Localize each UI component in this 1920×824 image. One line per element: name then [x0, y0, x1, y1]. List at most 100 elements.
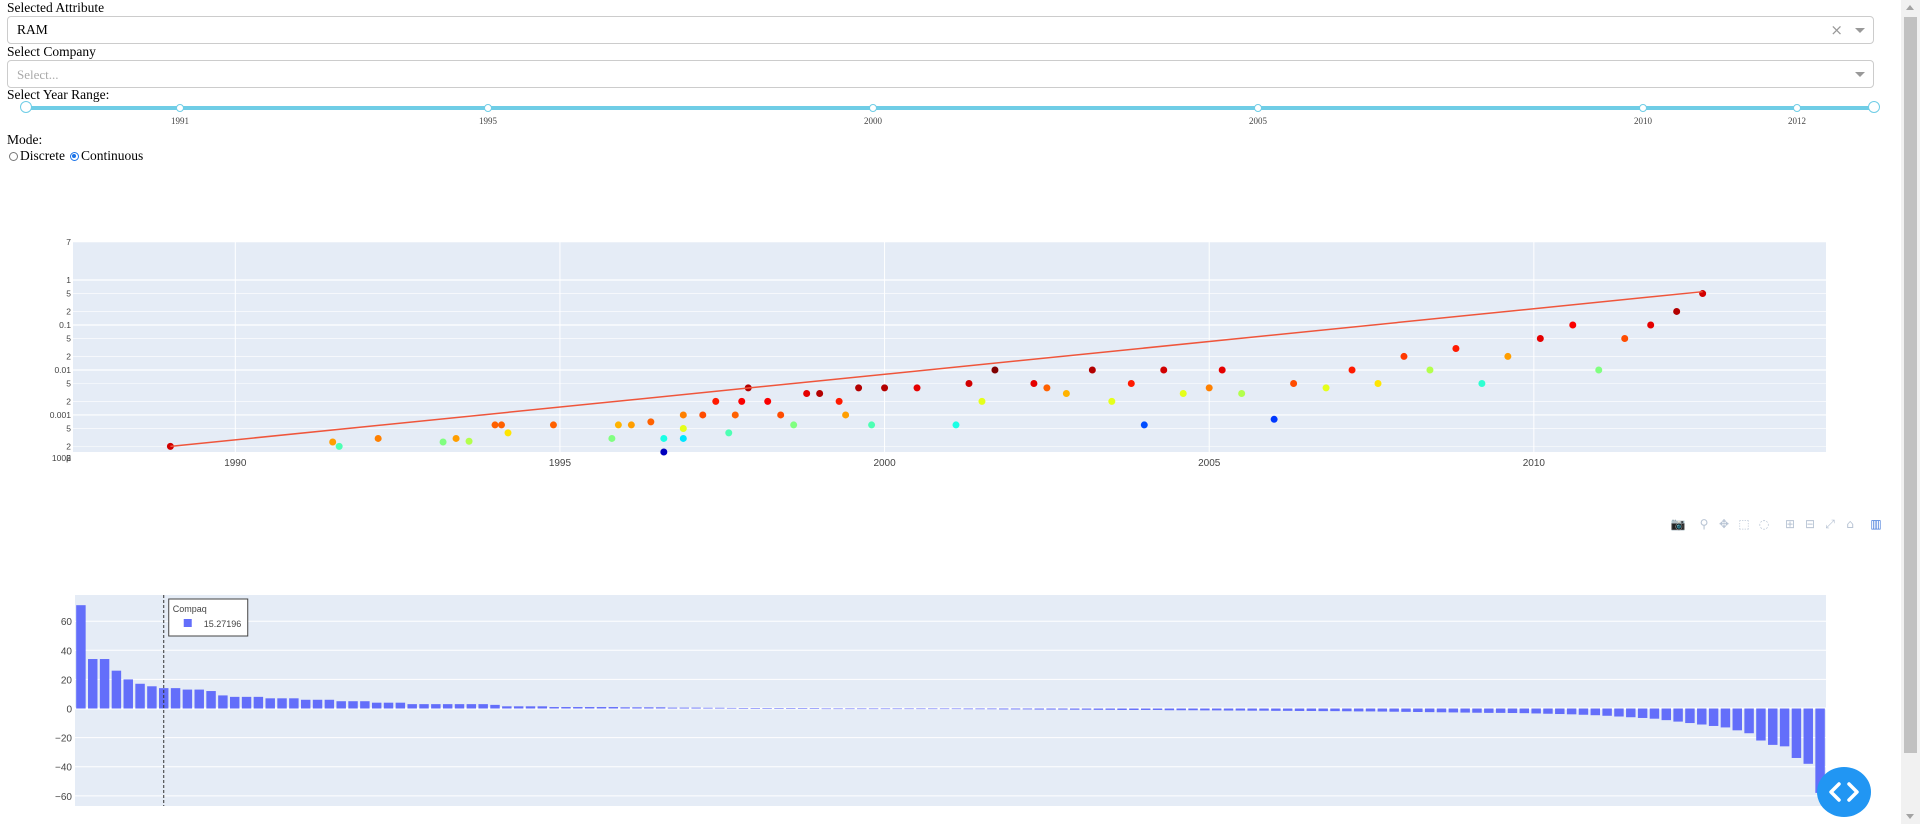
bar[interactable]	[1164, 708, 1175, 711]
attribute-dropdown[interactable]: RAM ×	[7, 16, 1874, 44]
bar[interactable]	[1602, 708, 1612, 716]
company-dropdown[interactable]: Select...	[7, 60, 1874, 88]
bar[interactable]	[608, 707, 619, 709]
scatter-point[interactable]	[1569, 321, 1577, 329]
bar[interactable]	[229, 696, 240, 709]
clear-icon[interactable]: ×	[1830, 21, 1843, 39]
bar[interactable]	[1732, 708, 1742, 731]
bar[interactable]	[691, 707, 701, 709]
bar[interactable]	[194, 689, 204, 709]
bar[interactable]	[478, 704, 488, 709]
bar[interactable]	[1223, 708, 1234, 711]
bar[interactable]	[833, 708, 843, 710]
slider-handle-end[interactable]	[1868, 101, 1880, 113]
bar[interactable]	[857, 708, 867, 710]
bar[interactable]	[549, 707, 559, 709]
bar[interactable]	[1768, 708, 1778, 745]
scatter-point[interactable]	[1088, 366, 1096, 374]
bar[interactable]	[679, 707, 690, 709]
scatter-point[interactable]	[965, 380, 973, 388]
bar[interactable]	[786, 708, 796, 709]
bar[interactable]	[1637, 708, 1648, 718]
bar[interactable]	[1010, 708, 1021, 710]
zoom-out-icon[interactable]: ⊟	[1804, 517, 1816, 531]
autoscale-icon[interactable]: ⤢	[1825, 517, 1835, 531]
bar[interactable]	[147, 686, 157, 709]
slider-handle-start[interactable]	[20, 101, 32, 113]
bar[interactable]	[1377, 708, 1388, 712]
scatter-point[interactable]	[608, 434, 616, 442]
bar[interactable]	[1708, 708, 1719, 726]
scatter-point[interactable]	[1374, 380, 1382, 388]
bar[interactable]	[1294, 708, 1305, 711]
bar[interactable]	[868, 708, 879, 710]
bar[interactable]	[1022, 708, 1033, 710]
bar[interactable]	[1211, 708, 1222, 711]
scatter-point[interactable]	[1595, 366, 1603, 374]
scatter-point[interactable]	[952, 421, 960, 429]
bar[interactable]	[1590, 708, 1601, 716]
bar[interactable]	[1697, 708, 1707, 725]
scatter-point[interactable]	[1426, 366, 1434, 374]
bar[interactable]	[845, 708, 855, 710]
bar[interactable]	[1105, 708, 1115, 710]
scatter-point[interactable]	[1536, 335, 1544, 343]
scatter-point[interactable]	[549, 421, 557, 429]
slider-mark-dot[interactable]	[176, 104, 184, 112]
bar[interactable]	[1176, 708, 1186, 711]
bar[interactable]	[1472, 708, 1482, 713]
bar[interactable]	[265, 698, 275, 709]
bar-chart[interactable]: 60 40 20 0 −20 −40 −60 Compaq 15.27196	[0, 580, 1920, 820]
bar[interactable]	[1401, 708, 1411, 712]
bar[interactable]	[1413, 708, 1423, 712]
bar[interactable]	[726, 707, 737, 709]
scatter-point[interactable]	[1043, 384, 1051, 392]
bar[interactable]	[241, 696, 252, 709]
bar[interactable]	[1720, 708, 1731, 728]
bar[interactable]	[655, 707, 666, 709]
scatter-point[interactable]	[1108, 397, 1116, 405]
scatter-point[interactable]	[627, 421, 635, 429]
bar[interactable]	[182, 689, 193, 709]
slider-mark-dot[interactable]	[1639, 104, 1647, 112]
bar[interactable]	[963, 708, 973, 710]
bar[interactable]	[1803, 708, 1813, 764]
bar[interactable]	[1247, 708, 1257, 711]
bar[interactable]	[135, 683, 145, 709]
code-toggle-button[interactable]	[1817, 767, 1871, 817]
bar[interactable]	[1188, 708, 1198, 711]
bar[interactable]	[1140, 708, 1151, 710]
year-range-slider[interactable]: 1991 1995 2000 2005 2010 2012	[20, 100, 1880, 130]
bar[interactable]	[1614, 708, 1624, 717]
scatter-point[interactable]	[1348, 366, 1356, 374]
bar-plot-area[interactable]	[75, 595, 1826, 806]
scatter-point[interactable]	[679, 424, 687, 432]
bar[interactable]	[644, 707, 654, 709]
bar[interactable]	[1661, 708, 1672, 721]
scatter-point[interactable]	[803, 389, 811, 397]
bar[interactable]	[1791, 708, 1802, 758]
scatter-point[interactable]	[712, 397, 720, 405]
bar[interactable]	[206, 691, 216, 709]
bar[interactable]	[1460, 708, 1470, 713]
bar[interactable]	[1756, 708, 1766, 741]
scatter-point[interactable]	[329, 438, 337, 446]
bar[interactable]	[419, 704, 429, 709]
scatter-point[interactable]	[1452, 345, 1460, 353]
bar[interactable]	[1543, 708, 1553, 714]
bar[interactable]	[1365, 708, 1376, 712]
scatter-point[interactable]	[498, 421, 506, 429]
scatter-point[interactable]	[1478, 380, 1486, 388]
bar[interactable]	[1093, 708, 1104, 710]
bar[interactable]	[632, 707, 642, 709]
scatter-point[interactable]	[491, 421, 499, 429]
scatter-point[interactable]	[868, 421, 876, 429]
scatter-point[interactable]	[816, 389, 824, 397]
bar[interactable]	[513, 706, 524, 709]
scatter-point[interactable]	[1647, 321, 1655, 329]
scatter-point[interactable]	[614, 421, 622, 429]
scatter-point[interactable]	[1270, 415, 1278, 423]
bar[interactable]	[170, 688, 181, 709]
scatter-point[interactable]	[504, 429, 512, 437]
bar[interactable]	[1389, 708, 1399, 712]
